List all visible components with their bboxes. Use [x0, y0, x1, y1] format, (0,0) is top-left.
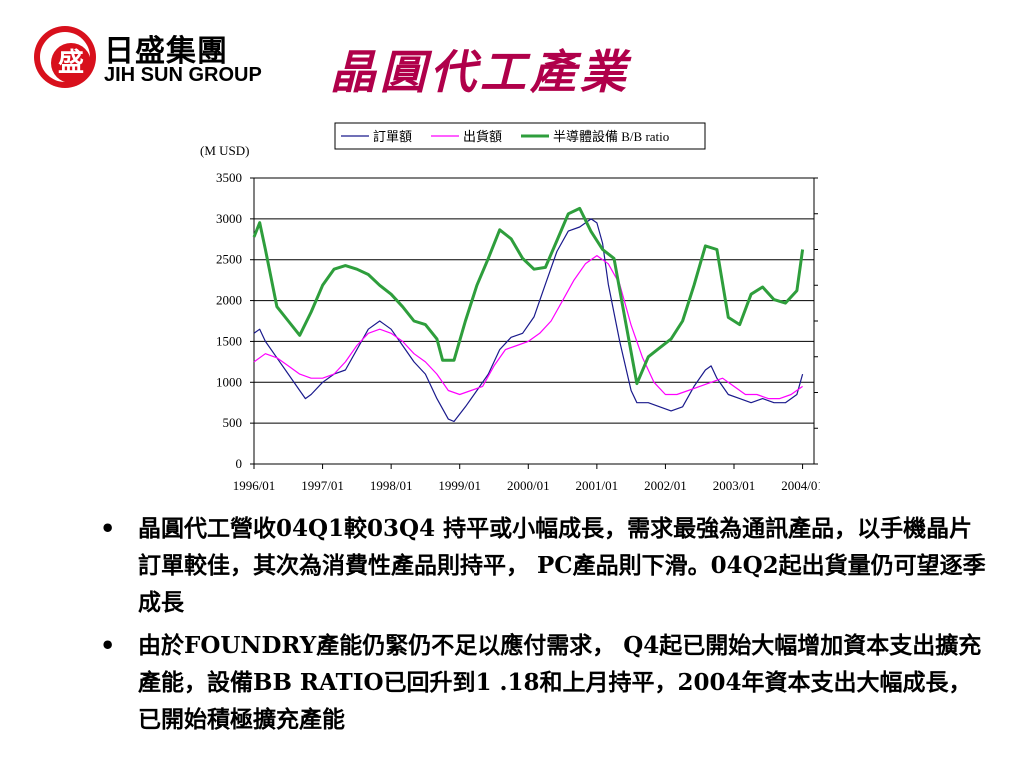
legend-label: 訂單額	[373, 129, 412, 144]
x-tick-label: 2002/01	[644, 478, 687, 493]
bullet-text: 晶圓代工營收04Q1較03Q4 持平或小幅成長，需求最強為通訊產品，以手機晶片訂…	[138, 515, 986, 616]
series-line-1	[253, 218, 804, 423]
plot-frame	[253, 177, 815, 465]
bullet-item: • 晶圓代工營收04Q1較03Q4 持平或小幅成長，需求最強為通訊產品，以手機晶片…	[100, 510, 990, 621]
seal-icon: 盛	[34, 26, 96, 88]
series-line-2	[253, 255, 803, 400]
x-tick-label: 2000/01	[507, 478, 550, 493]
chart-legend: 訂單額 出貨額 半導體設備 B/B ratio	[334, 122, 706, 150]
foundry-chart: 05001000150020002500300035000.000.200.40…	[200, 122, 820, 493]
x-tick-label: 2001/01	[576, 478, 619, 493]
legend-label: 半導體設備 B/B ratio	[553, 129, 669, 144]
bullet-dot: •	[100, 514, 116, 543]
y-unit-label: (M USD)	[200, 143, 249, 158]
y-left-tick-label: 0	[236, 456, 243, 471]
y-left-tick-label: 3000	[216, 211, 242, 226]
y-left-tick-label: 500	[223, 415, 243, 430]
y-left-tick-label: 2500	[216, 252, 242, 267]
legend-box	[334, 122, 706, 150]
y-left-tick-label: 3500	[216, 170, 242, 185]
x-tick-label: 2003/01	[713, 478, 756, 493]
jih-sun-logo: 盛 日盛集團 JIH SUN GROUP	[34, 26, 262, 88]
legend-label: 出貨額	[463, 129, 502, 144]
x-tick-label: 2004/01	[781, 478, 820, 493]
bullet-list: • 晶圓代工營收04Q1較03Q4 持平或小幅成長，需求最強為通訊產品，以手機晶片…	[100, 510, 990, 744]
slide-title: 晶圓代工產業	[330, 45, 630, 99]
chart-axes: 05001000150020002500300035000.000.200.40…	[216, 170, 820, 493]
x-tick-label: 1996/01	[233, 478, 276, 493]
x-tick-label: 1998/01	[370, 478, 413, 493]
bullet-text: 由於FOUNDRY產能仍緊仍不足以應付需求， Q4起已開始大幅增加資本支出擴充產…	[138, 632, 982, 733]
x-tick-label: 1999/01	[438, 478, 481, 493]
y-left-tick-label: 1500	[216, 333, 242, 348]
chart-lines	[252, 206, 805, 423]
y-left-tick-label: 2000	[216, 293, 242, 308]
logo-name-en: JIH SUN GROUP	[104, 64, 262, 86]
series-line-3	[252, 206, 805, 386]
y-left-tick-label: 1000	[216, 374, 242, 389]
logo-name-cn: 日盛集團	[104, 34, 228, 69]
bullet-dot: •	[100, 631, 116, 660]
bullet-item: • 由於FOUNDRY產能仍緊仍不足以應付需求， Q4起已開始大幅增加資本支出擴充…	[100, 627, 990, 738]
seal-char: 盛	[51, 43, 91, 83]
x-tick-label: 1997/01	[301, 478, 344, 493]
chart-grid	[254, 218, 814, 424]
